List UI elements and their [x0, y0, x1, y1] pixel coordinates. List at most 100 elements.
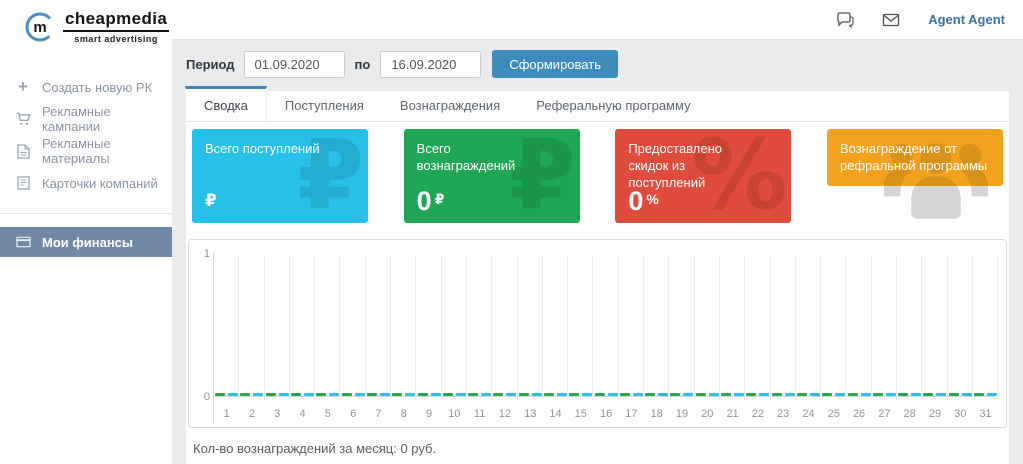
chart-bar — [342, 393, 352, 396]
chart-bar — [861, 393, 871, 396]
generate-report-button[interactable]: Сформировать — [492, 50, 618, 78]
x-axis-label: 13 — [518, 408, 543, 420]
chart-bar — [595, 393, 605, 396]
chart-bar — [658, 393, 668, 396]
chart-bar — [240, 393, 250, 396]
chart-day-group: 29 — [922, 253, 947, 423]
x-axis-label: 25 — [821, 408, 846, 420]
chart-bar — [696, 393, 706, 396]
tab-summary[interactable]: Сводка — [185, 86, 267, 121]
chart-day-group: 19 — [669, 253, 694, 423]
card-total-incomes-value: ₽ — [205, 184, 217, 215]
chart-bar — [785, 393, 795, 396]
chart-bar — [569, 393, 579, 396]
chart-day-group: 25 — [821, 253, 846, 423]
sidebar: m cheapmedia smart advertising + Создать… — [0, 0, 172, 464]
x-axis-label: 14 — [543, 408, 568, 420]
logo-m-icon: m — [24, 11, 56, 43]
chart-day-group: 22 — [745, 253, 770, 423]
tab-referral-program[interactable]: Реферальную программу — [518, 91, 708, 121]
chart-bar — [557, 393, 567, 396]
sidebar-item-campaigns[interactable]: Рекламные кампании — [0, 103, 172, 135]
main-area: Agent Agent Период по Сформировать Сводк… — [172, 0, 1023, 464]
tab-bar: Сводка Поступления Вознаграждения Рефера… — [186, 91, 1009, 122]
chart-bar — [633, 393, 643, 396]
chat-icon[interactable] — [836, 12, 854, 28]
company-card-icon — [15, 176, 31, 190]
chart-bar — [355, 393, 365, 396]
chart-bar — [923, 393, 933, 396]
user-menu[interactable]: Agent Agent — [928, 12, 1005, 27]
sidebar-item-materials[interactable]: Рекламные материалы — [0, 135, 172, 167]
chart-bar — [645, 393, 655, 396]
chart-day-group: 18 — [644, 253, 669, 423]
chart-bar — [949, 393, 959, 396]
monthly-rewards-note: Кол-во вознаграждений за месяц: 0 руб. — [191, 428, 1004, 458]
chart-bar — [608, 393, 618, 396]
chart-day-group: 15 — [568, 253, 593, 423]
card-total-rewards: Всего вознаграждений 0₽ ₽ — [404, 129, 580, 223]
period-label: Период — [186, 57, 235, 72]
x-axis-label: 27 — [872, 408, 897, 420]
chart-day-group: 17 — [619, 253, 644, 423]
x-axis-label: 9 — [416, 408, 441, 420]
chart-bar — [392, 393, 402, 396]
x-axis-label: 29 — [922, 408, 947, 420]
x-axis-label: 8 — [391, 408, 416, 420]
chart-bar — [456, 393, 466, 396]
chart-bar — [873, 393, 883, 396]
x-axis-label: 22 — [745, 408, 770, 420]
chart-bar — [582, 393, 592, 396]
chart-day-group: 2 — [239, 253, 264, 423]
chart-bar — [506, 393, 516, 396]
tab-incomes[interactable]: Поступления — [267, 91, 382, 121]
chart-bar — [886, 393, 896, 396]
chart-bar — [316, 393, 326, 396]
chart-bar — [822, 393, 832, 396]
card-discounts-value: 0% — [628, 185, 658, 215]
chart-bar — [519, 393, 529, 396]
brand-tagline: smart advertising — [63, 34, 169, 44]
x-axis-label: 11 — [467, 408, 492, 420]
chart-day-group: 5 — [315, 253, 340, 423]
chart-day-group: 4 — [290, 253, 315, 423]
chart-plot: 1 0 123456789101112131415161718192021222… — [213, 253, 998, 423]
date-to-input[interactable] — [380, 51, 481, 78]
chart-bar — [759, 393, 769, 396]
chart-day-group: 11 — [467, 253, 492, 423]
sidebar-item-create-campaign[interactable]: + Создать новую РК — [0, 71, 172, 103]
chart-day-group: 28 — [897, 253, 922, 423]
chart-bar — [418, 393, 428, 396]
x-axis-label: 28 — [897, 408, 922, 420]
sidebar-item-my-finances[interactable]: Мои финансы — [0, 227, 172, 257]
chart-day-group: 14 — [543, 253, 568, 423]
chart-bar — [468, 393, 478, 396]
chart-day-group: 10 — [442, 253, 467, 423]
chart-bar — [329, 393, 339, 396]
credit-card-icon — [15, 236, 31, 248]
cart-icon — [15, 112, 31, 126]
x-axis-label: 31 — [973, 408, 998, 420]
chart-bar — [405, 393, 415, 396]
chart-bar — [670, 393, 680, 396]
chart-day-group: 6 — [340, 253, 365, 423]
chart-bar — [253, 393, 263, 396]
chart-bar — [304, 393, 314, 396]
x-axis-label: 23 — [771, 408, 796, 420]
chart-bar — [962, 393, 972, 396]
logo[interactable]: m cheapmedia smart advertising — [0, 0, 172, 49]
chart-bar — [709, 393, 719, 396]
x-axis-label: 6 — [340, 408, 365, 420]
period-filter: Период по Сформировать — [186, 50, 1009, 78]
y-axis-tick-0: 0 — [198, 391, 210, 403]
sidebar-item-company-cards[interactable]: Карточки компаний — [0, 167, 172, 199]
chart-bar — [228, 393, 238, 396]
date-from-input[interactable] — [244, 51, 345, 78]
chart-bar — [721, 393, 731, 396]
x-axis-label: 7 — [366, 408, 391, 420]
chart-day-group: 20 — [695, 253, 720, 423]
chart-day-group: 26 — [846, 253, 871, 423]
tab-rewards[interactable]: Вознаграждения — [382, 91, 518, 121]
mail-icon[interactable] — [882, 12, 900, 28]
chart-day-group: 3 — [265, 253, 290, 423]
